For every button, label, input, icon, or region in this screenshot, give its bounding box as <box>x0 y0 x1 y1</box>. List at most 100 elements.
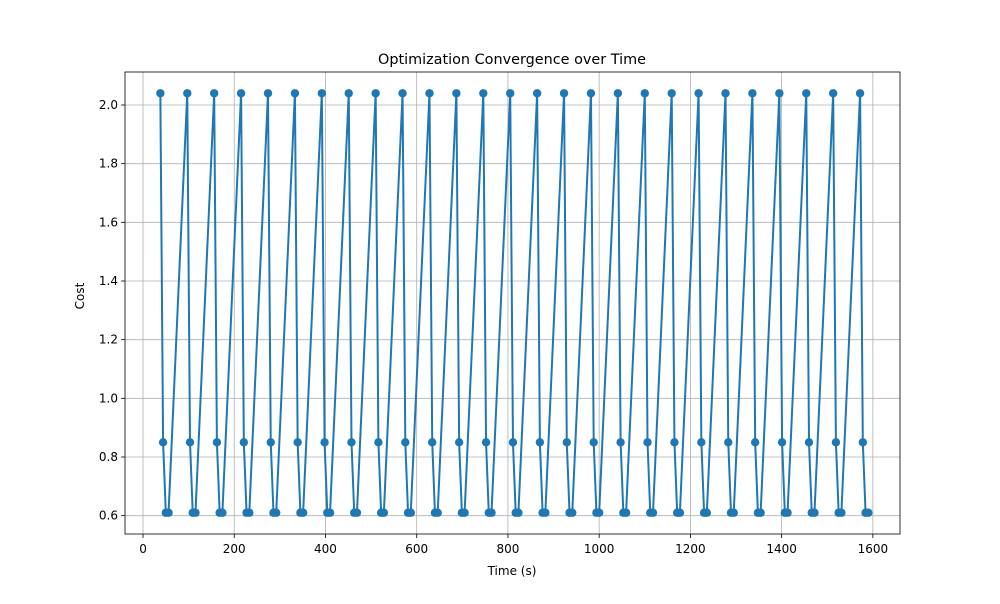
data-point <box>164 508 173 517</box>
data-point <box>729 508 738 517</box>
x-tick-label: 1000 <box>584 542 615 556</box>
data-point <box>317 89 327 98</box>
data-point <box>721 89 730 98</box>
data-point <box>347 438 356 447</box>
y-tick-label: 0.6 <box>99 509 118 523</box>
data-point <box>810 508 819 517</box>
data-point <box>272 508 281 517</box>
data-point <box>828 89 838 98</box>
y-axis-label: Cost <box>73 282 87 309</box>
data-point <box>325 508 335 517</box>
data-point <box>245 508 254 517</box>
data-point <box>379 508 389 517</box>
x-tick-label: 1600 <box>858 542 889 556</box>
data-point <box>401 438 410 447</box>
data-point <box>514 508 523 517</box>
y-tick-label: 1.0 <box>99 391 118 405</box>
data-point <box>702 508 712 517</box>
y-tick-label: 1.4 <box>99 274 118 288</box>
data-point <box>460 508 469 517</box>
data-point <box>209 89 219 98</box>
data-point <box>675 508 685 517</box>
data-point <box>506 89 515 98</box>
data-point <box>541 508 550 517</box>
data-point <box>487 508 496 517</box>
data-point <box>724 438 733 447</box>
x-axis-ticks: 0 200 400 600 800 1000 1200 1400 1600 <box>139 534 888 556</box>
data-point <box>594 508 604 517</box>
data-point <box>293 438 302 447</box>
data-point <box>185 438 195 447</box>
data-point <box>750 438 760 447</box>
data-point <box>670 438 679 447</box>
data-point <box>218 508 227 517</box>
data-point <box>344 89 353 98</box>
data-point <box>667 89 676 98</box>
data-point <box>428 438 437 447</box>
data-point <box>831 438 841 447</box>
data-point <box>756 508 765 517</box>
data-point <box>452 89 461 98</box>
x-tick-label: 1400 <box>766 542 797 556</box>
data-point <box>266 438 275 447</box>
data-point <box>783 508 792 517</box>
data-point <box>777 438 787 447</box>
data-point <box>212 438 222 447</box>
data-point <box>320 438 329 447</box>
data-point <box>263 89 273 98</box>
data-point <box>643 438 652 447</box>
data-point <box>648 508 658 517</box>
y-tick-label: 1.2 <box>99 333 118 347</box>
y-tick-label: 0.8 <box>99 450 118 464</box>
data-point <box>290 89 300 98</box>
data-point <box>454 438 464 447</box>
axes-frame <box>124 71 901 535</box>
data-point <box>804 438 814 447</box>
data-point <box>802 89 811 98</box>
data-point <box>858 438 868 447</box>
y-tick-label: 2.0 <box>99 98 118 112</box>
y-axis-ticks: 0.6 0.8 1.0 1.2 1.4 1.6 1.8 2.0 <box>99 98 125 523</box>
x-tick-label: 800 <box>496 542 519 556</box>
data-point <box>837 508 846 517</box>
data-point <box>568 508 577 517</box>
x-tick-label: 400 <box>314 542 337 556</box>
data-point <box>374 438 383 447</box>
data-point <box>352 508 362 517</box>
data-point <box>508 438 518 447</box>
data-point <box>236 89 246 98</box>
data-point <box>640 89 649 98</box>
data-point <box>481 438 491 447</box>
x-tick-label: 200 <box>223 542 246 556</box>
data-point <box>371 89 380 98</box>
data-point <box>616 438 625 447</box>
series-line <box>159 92 869 514</box>
data-point <box>621 508 631 517</box>
data-point <box>586 89 596 98</box>
data-point <box>532 89 542 98</box>
data-point <box>398 89 407 98</box>
data-point <box>697 438 706 447</box>
data-point <box>433 508 442 517</box>
data-point <box>559 89 569 98</box>
x-axis-label: Time (s) <box>487 564 537 578</box>
data-point <box>748 89 757 98</box>
data-point <box>158 438 168 447</box>
data-point <box>479 89 488 98</box>
y-tick-label: 1.6 <box>99 215 118 229</box>
data-point <box>298 508 308 517</box>
data-point <box>183 89 192 98</box>
data-point <box>775 89 784 98</box>
x-tick-label: 0 <box>139 542 147 556</box>
data-point <box>855 89 865 98</box>
data-point <box>425 89 434 98</box>
data-point <box>191 508 200 517</box>
data-point <box>562 438 571 447</box>
plot-frame <box>124 71 901 535</box>
chart-title: Optimization Convergence over Time <box>378 52 646 68</box>
y-tick-label: 1.8 <box>99 157 118 171</box>
data-point <box>535 438 545 447</box>
data-point <box>613 89 623 98</box>
series-layer <box>156 89 873 517</box>
